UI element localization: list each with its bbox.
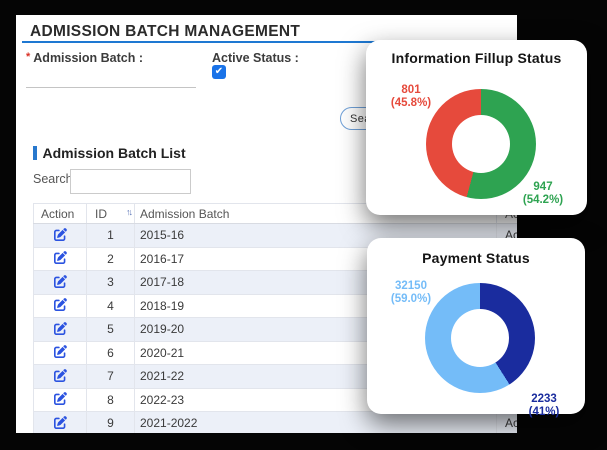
row-status: Active [496, 411, 517, 433]
edit-icon [53, 227, 67, 241]
edit-icon [53, 298, 67, 312]
edit-icon [53, 415, 67, 429]
edit-icon [53, 274, 67, 288]
active-status-label: Active Status : [212, 51, 299, 65]
header-action: Action [33, 203, 87, 224]
edit-button[interactable] [53, 415, 67, 429]
admission-batch-label: * Admission Batch : [26, 51, 143, 65]
active-status-checkbox[interactable]: ✔ [212, 65, 226, 79]
edit-icon [53, 345, 67, 359]
list-section-title-text: Admission Batch List [42, 145, 186, 161]
edit-button[interactable] [53, 344, 67, 359]
edit-button[interactable] [53, 368, 67, 382]
row-id: 2 [86, 246, 135, 271]
admission-batch-label-text: Admission Batch : [33, 51, 144, 65]
information-fillup-status-card: Information Fillup Status 801 (45.8%) 94… [366, 40, 587, 215]
action-cell [33, 270, 87, 295]
segment-value: 32150 [395, 280, 427, 292]
segment-value: 801 [401, 84, 421, 96]
section-accent-bar [33, 146, 37, 160]
row-id: 6 [86, 340, 135, 365]
edit-button[interactable] [53, 321, 67, 335]
action-cell [33, 364, 87, 389]
list-section-title: Admission Batch List [33, 145, 186, 161]
card-title: Information Fillup Status [391, 50, 562, 66]
segment-percent: (59.0%) [390, 293, 432, 305]
title-underline [22, 41, 517, 43]
edit-button[interactable] [53, 297, 67, 312]
donut-hole [451, 309, 509, 367]
header-id[interactable]: ID ↑↓ [86, 203, 135, 224]
segment-label-red: 801 (45.8%) [371, 84, 451, 110]
admission-batch-input[interactable] [26, 65, 196, 88]
edit-button[interactable] [53, 274, 67, 288]
payment-status-card: Payment Status 32150 (59.0%) 2233 (41%) [367, 238, 585, 418]
table-row: 1 2015-16 Active [33, 223, 517, 248]
information-fillup-donut-chart [426, 89, 536, 199]
page-title: ADMISSION BATCH MANAGEMENT [30, 23, 301, 40]
row-id: 9 [86, 411, 135, 433]
segment-percent: (45.8%) [390, 97, 432, 109]
edit-button[interactable] [53, 227, 67, 241]
row-id: 8 [86, 387, 135, 412]
edit-icon [53, 321, 67, 335]
row-id: 1 [86, 223, 135, 248]
action-cell [33, 387, 87, 412]
table-row: 9 2021-2022 Active [33, 411, 517, 433]
segment-percent: (41%) [528, 406, 560, 418]
table-search-input[interactable] [70, 169, 191, 194]
action-cell [33, 293, 87, 318]
edit-icon [53, 392, 67, 406]
segment-label-lightblue: 32150 (59.0%) [369, 280, 453, 306]
segment-label-navy: 2233 (41%) [504, 393, 584, 419]
donut-hole [452, 115, 510, 173]
edit-button[interactable] [53, 391, 67, 406]
action-cell [33, 223, 87, 248]
action-cell [33, 340, 87, 365]
action-cell [33, 317, 87, 342]
row-id: 5 [86, 317, 135, 342]
segment-label-green: 947 (54.2%) [503, 181, 583, 207]
table-search-label: Search: [33, 172, 77, 186]
sort-icon[interactable]: ↑↓ [126, 207, 133, 217]
checkmark-icon: ✔ [214, 66, 224, 77]
action-cell [33, 246, 87, 271]
header-id-text: ID [95, 206, 107, 221]
action-cell [33, 411, 87, 433]
segment-value: 947 [533, 181, 553, 193]
edit-icon [53, 368, 67, 382]
required-marker: * [26, 51, 31, 63]
payment-status-donut-chart [425, 283, 535, 393]
row-id: 3 [86, 270, 135, 295]
row-id: 7 [86, 364, 135, 389]
row-batch: 2021-2022 [134, 411, 497, 433]
edit-icon [53, 251, 67, 265]
segment-value: 2233 [531, 393, 557, 405]
segment-percent: (54.2%) [522, 194, 564, 206]
edit-button[interactable] [53, 250, 67, 265]
card-title: Payment Status [422, 250, 530, 266]
row-id: 4 [86, 293, 135, 318]
